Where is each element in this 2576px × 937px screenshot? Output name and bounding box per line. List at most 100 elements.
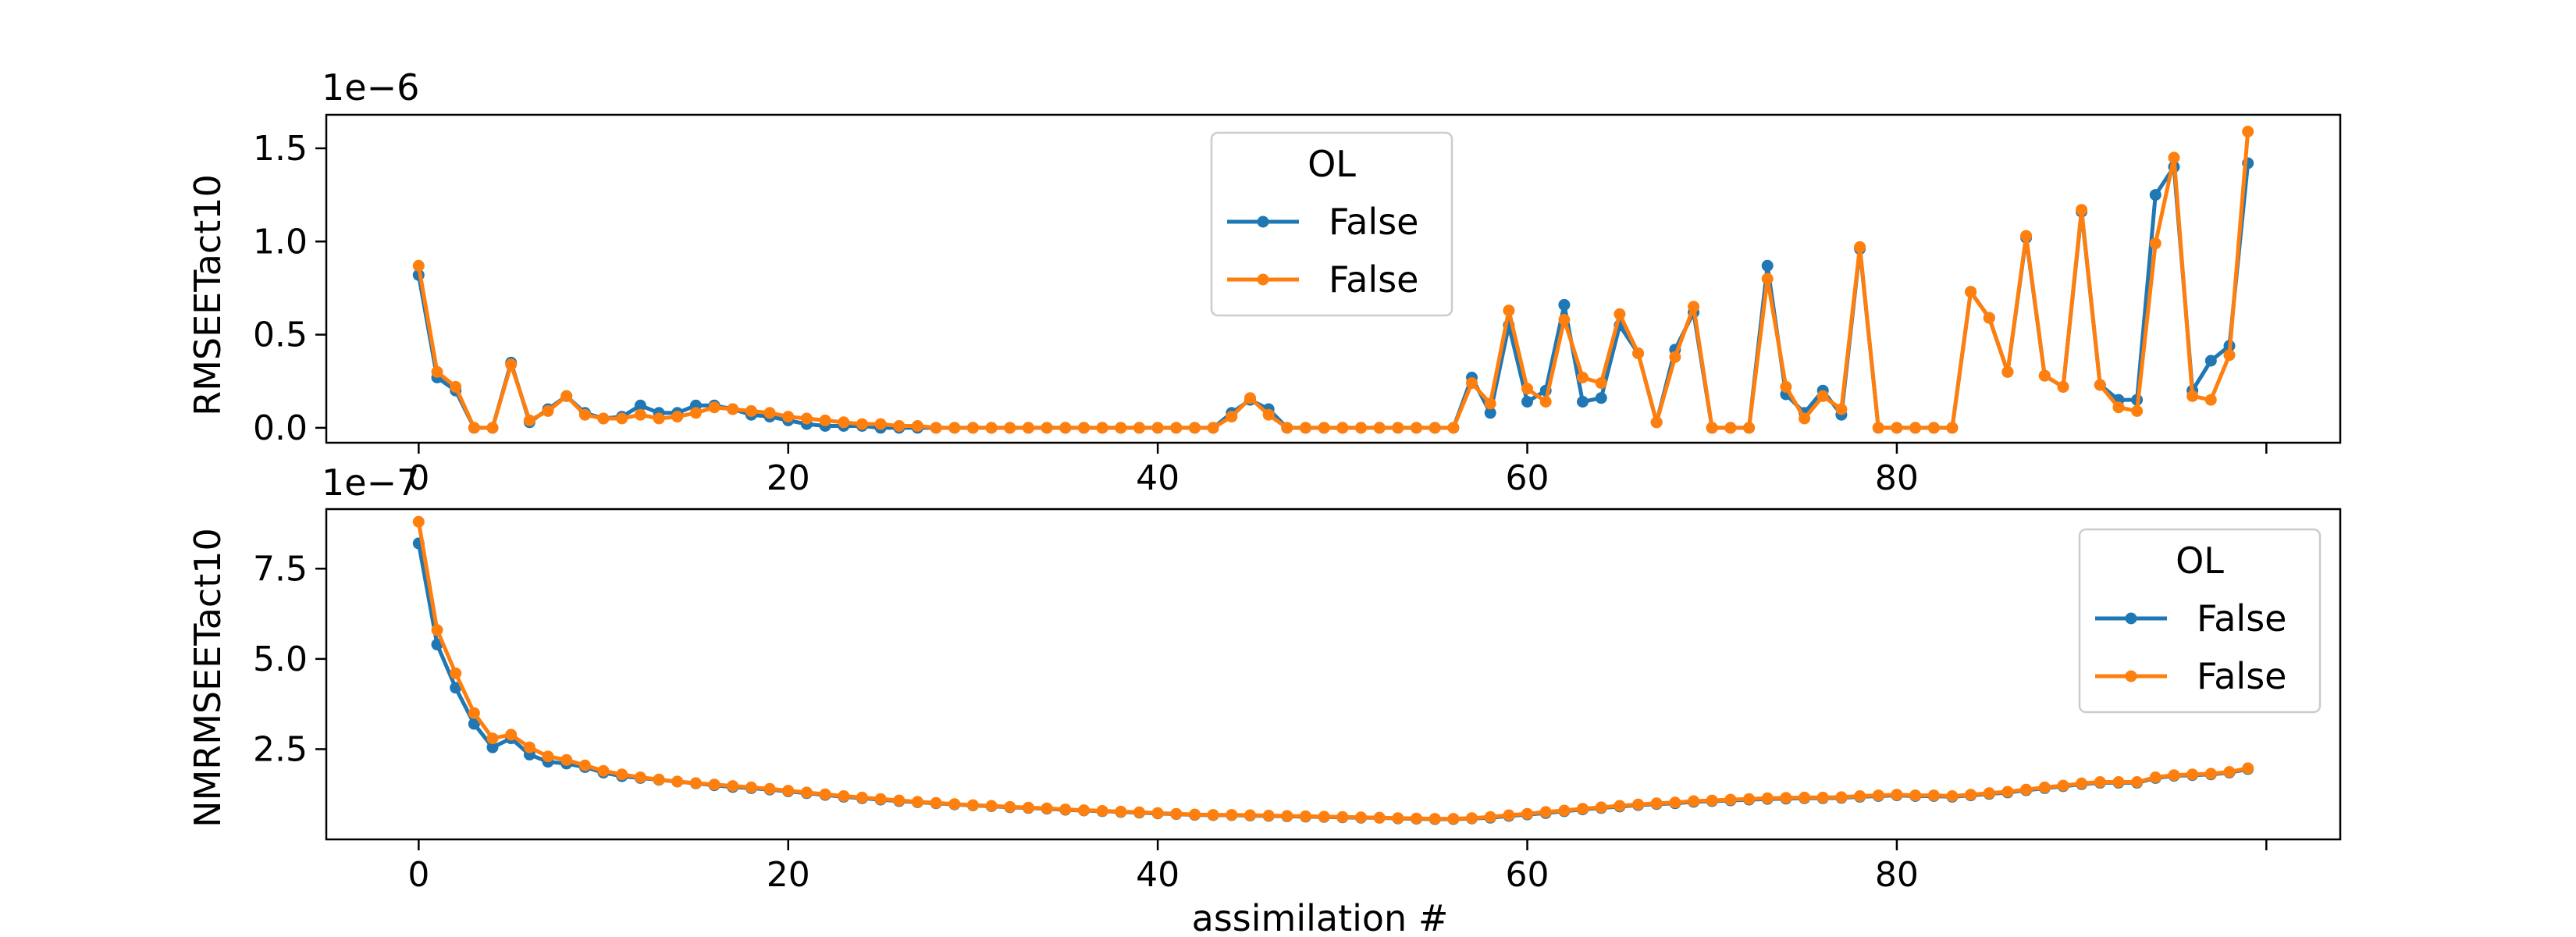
data-point (856, 791, 868, 803)
data-point (2076, 204, 2088, 216)
data-point (1835, 403, 1848, 415)
data-point (2131, 776, 2144, 788)
data-point (1854, 790, 1866, 802)
data-point (1743, 422, 1756, 434)
data-point (1688, 795, 1700, 807)
data-point (1577, 803, 1589, 815)
data-point (1318, 811, 1330, 823)
data-point (985, 422, 998, 434)
data-point (1503, 305, 1515, 317)
data-point (2038, 781, 2051, 793)
data-point (1669, 351, 1681, 363)
data-point (1226, 809, 1238, 821)
data-point (1484, 397, 1496, 410)
data-point (1965, 789, 1977, 801)
data-point (1022, 422, 1034, 434)
data-point (1041, 802, 1053, 814)
nmrmse-ylabel: NMRMSEETact10 (187, 528, 229, 828)
data-point (2001, 365, 2014, 378)
data-point (2149, 189, 2161, 201)
data-point (2112, 401, 2125, 414)
data-point (2020, 783, 2033, 796)
legend: OL False False (1210, 131, 1453, 317)
data-point (1558, 298, 1571, 311)
data-point (930, 422, 942, 434)
x-tick-label: 0 (407, 458, 429, 498)
data-point (2186, 390, 2199, 402)
data-point (745, 404, 757, 417)
data-point (468, 718, 480, 730)
data-point (727, 780, 739, 793)
data-point (1521, 383, 1533, 395)
rmse-subplot: 0 20 40 60 80 0.0 0.5 1.0 1.5 OL False False 1e−6 R… (187, 66, 2342, 498)
data-point (1706, 422, 1718, 434)
data-point (1336, 422, 1349, 434)
data-point (2076, 777, 2088, 789)
data-point (819, 788, 831, 800)
data-point (1318, 422, 1330, 434)
data-point (1484, 407, 1496, 419)
data-point (2204, 354, 2217, 367)
y-tick-label: 2.5 (253, 729, 308, 769)
data-point (1004, 800, 1016, 813)
data-point (948, 798, 961, 811)
data-point (1909, 789, 1922, 802)
data-point (1411, 422, 1422, 434)
data-point (1595, 377, 1607, 390)
data-point (1004, 422, 1016, 434)
data-point (1558, 314, 1571, 326)
data-point (1096, 422, 1108, 434)
data-point (542, 404, 554, 417)
data-point (1872, 422, 1884, 434)
data-point (1854, 240, 1866, 253)
legend: OL False False (2078, 528, 2322, 714)
data-point (671, 411, 684, 423)
data-point (782, 785, 795, 797)
x-tick-label: 0 (407, 855, 429, 895)
data-point (911, 420, 923, 432)
data-point (856, 418, 868, 430)
data-point (948, 422, 961, 434)
data-point (2094, 379, 2106, 391)
data-point (1891, 422, 1903, 434)
data-point (1447, 422, 1460, 434)
data-point (2223, 766, 2236, 778)
rmse-plot-area: 0 20 40 60 80 0.0 0.5 1.0 1.5 OL False False (253, 113, 2342, 498)
legend-marker (1257, 273, 1269, 286)
data-point (1355, 422, 1367, 434)
data-point (1927, 422, 1940, 434)
data-point (874, 418, 887, 430)
data-point (1300, 422, 1311, 434)
data-point (2038, 369, 2051, 382)
data-point (708, 778, 720, 791)
data-point (431, 624, 443, 636)
data-point (505, 729, 518, 741)
data-point (2149, 771, 2161, 783)
legend-title: OL (1308, 143, 1356, 185)
axes-frame (325, 113, 2342, 444)
data-point (523, 414, 535, 426)
legend-entry-label: False (2197, 597, 2286, 640)
data-point (1632, 347, 1645, 359)
data-point (893, 794, 906, 807)
data-point (1244, 809, 1256, 821)
data-point (1780, 380, 1792, 393)
data-point (2020, 230, 2033, 242)
data-point (1669, 796, 1681, 809)
data-point (1595, 392, 1607, 404)
x-tick-label: 80 (1875, 855, 1919, 895)
axes-frame (325, 508, 2342, 841)
data-point (1595, 801, 1607, 814)
data-point (1392, 812, 1404, 825)
data-point (893, 420, 906, 432)
legend-marker (2125, 612, 2137, 625)
data-point (2001, 786, 2014, 798)
data-point (1539, 806, 1552, 818)
data-point (560, 754, 573, 766)
y-tick-label: 1.0 (253, 222, 308, 262)
data-point (838, 790, 850, 802)
data-point (1927, 789, 1940, 802)
legend-box (1210, 131, 1453, 317)
data-point (2204, 394, 2217, 406)
